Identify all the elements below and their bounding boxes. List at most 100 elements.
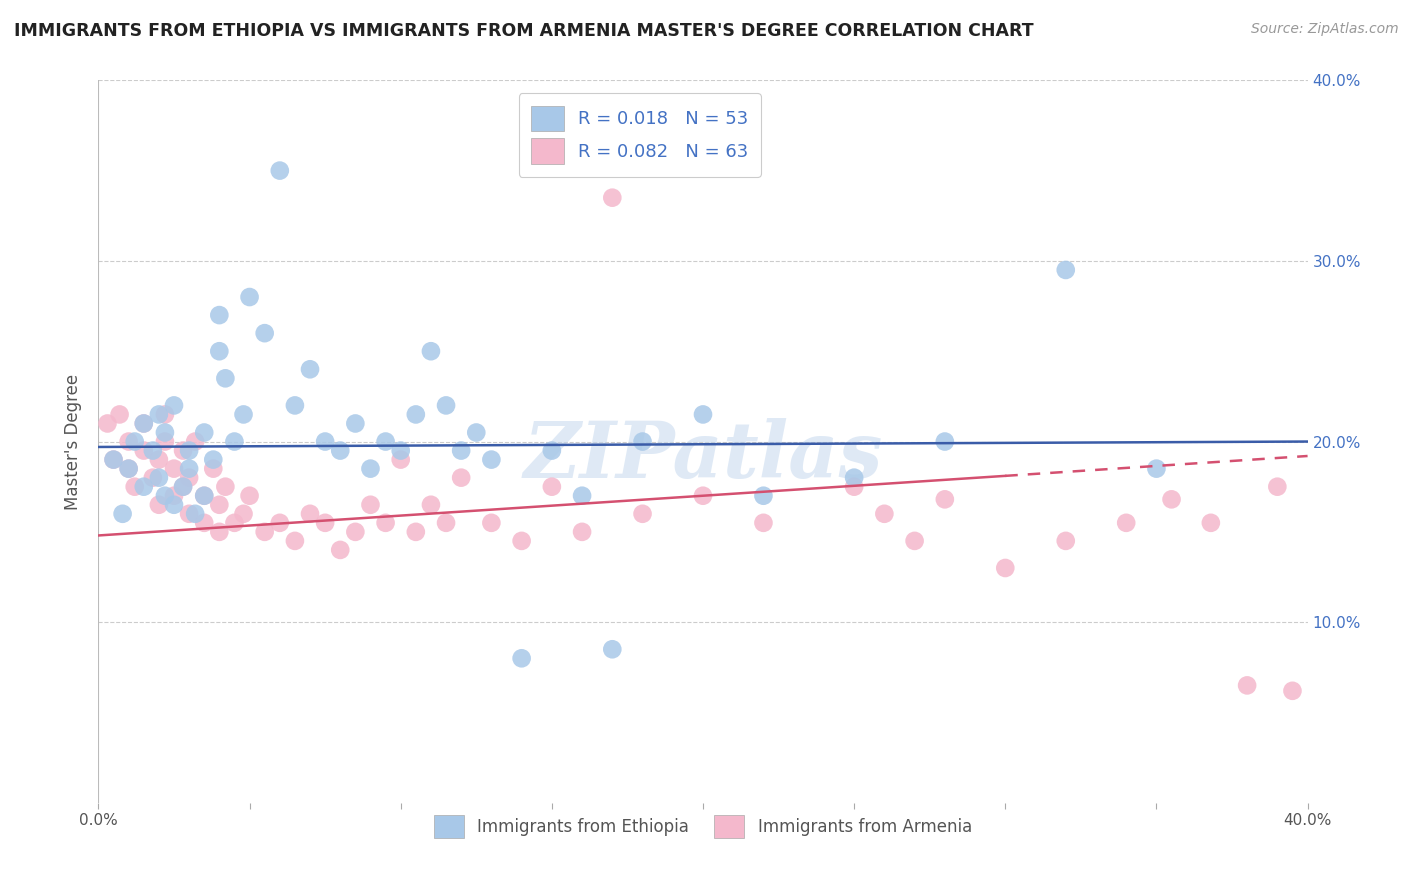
Point [239,489,262,503]
Point [132,443,155,458]
Point [96,417,118,431]
Point [329,443,352,458]
Point [360,461,382,475]
Point [752,489,775,503]
Point [172,443,194,458]
Point [214,371,236,385]
Point [602,642,624,657]
Point [510,533,533,548]
Point [163,489,186,503]
Point [420,344,443,359]
Point [314,516,336,530]
Point [1054,533,1077,548]
Point [571,489,593,503]
Point [269,516,291,530]
Point [1144,461,1167,475]
Point [179,443,201,458]
Point [111,507,134,521]
Point [148,471,170,485]
Point [434,516,457,530]
Point [202,461,225,475]
Point [202,452,225,467]
Point [329,542,352,557]
Point [153,434,176,449]
Point [571,524,593,539]
Point [208,344,231,359]
Point [631,507,654,521]
Point [692,408,714,422]
Text: Source: ZipAtlas.com: Source: ZipAtlas.com [1251,22,1399,37]
Point [124,480,146,494]
Point [405,408,427,422]
Point [1199,516,1222,530]
Point [389,443,412,458]
Point [214,480,236,494]
Point [360,498,382,512]
Point [450,471,472,485]
Point [148,452,170,467]
Point [224,434,246,449]
Point [1236,678,1258,692]
Point [142,443,165,458]
Point [124,434,146,449]
Point [299,362,322,376]
Point [148,408,170,422]
Y-axis label: Master's Degree: Master's Degree [65,374,83,509]
Point [172,480,194,494]
Point [602,191,624,205]
Point [344,417,367,431]
Point [389,452,412,467]
Point [103,452,125,467]
Point [420,498,443,512]
Point [132,480,155,494]
Point [253,524,276,539]
Legend: Immigrants from Ethiopia, Immigrants from Armenia: Immigrants from Ethiopia, Immigrants fro… [427,808,979,845]
Point [163,498,186,512]
Point [232,507,254,521]
Point [118,434,141,449]
Point [540,480,562,494]
Point [179,461,201,475]
Point [108,408,131,422]
Point [1160,492,1182,507]
Point [405,524,427,539]
Point [224,516,246,530]
Point [481,452,503,467]
Point [540,443,562,458]
Point [132,417,155,431]
Point [1054,263,1077,277]
Point [481,516,503,530]
Point [239,290,262,304]
Point [374,516,396,530]
Point [118,461,141,475]
Text: ZIPatlas: ZIPatlas [523,417,883,494]
Point [253,326,276,340]
Point [163,461,186,475]
Point [132,417,155,431]
Point [284,398,307,412]
Point [844,480,866,494]
Point [184,434,207,449]
Point [631,434,654,449]
Point [142,471,165,485]
Point [1281,683,1303,698]
Point [103,452,125,467]
Point [153,489,176,503]
Point [193,516,215,530]
Point [994,561,1017,575]
Point [179,507,201,521]
Point [844,471,866,485]
Text: IMMIGRANTS FROM ETHIOPIA VS IMMIGRANTS FROM ARMENIA MASTER'S DEGREE CORRELATION : IMMIGRANTS FROM ETHIOPIA VS IMMIGRANTS F… [14,22,1033,40]
Point [434,398,457,412]
Point [163,398,186,412]
Point [193,425,215,440]
Point [934,434,956,449]
Point [284,533,307,548]
Point [179,471,201,485]
Point [193,489,215,503]
Point [752,516,775,530]
Point [172,480,194,494]
Point [465,425,488,440]
Point [450,443,472,458]
Point [904,533,927,548]
